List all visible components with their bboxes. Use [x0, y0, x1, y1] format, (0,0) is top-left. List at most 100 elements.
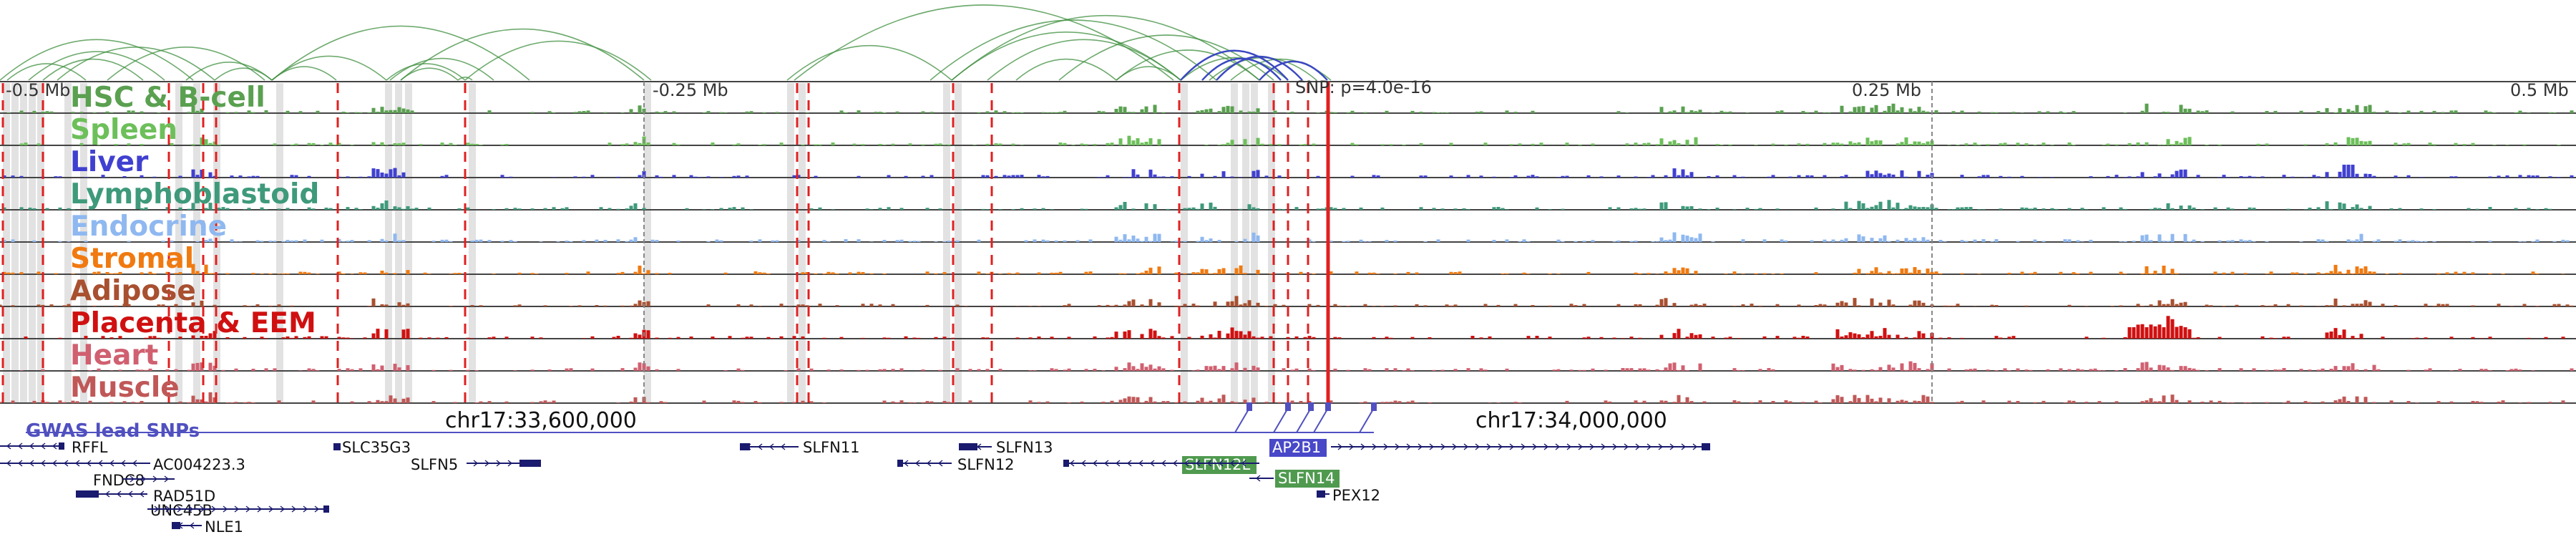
gene-highlight-slfn14 — [1275, 470, 1340, 488]
track-label-stromal: Stromal — [70, 243, 194, 275]
gene-exon — [740, 443, 750, 450]
strand-arrow — [1195, 460, 1201, 467]
strand-arrow — [1069, 460, 1075, 467]
track-label-hsc-b-cell: HSC & B-cell — [70, 82, 265, 114]
loop-arc — [28, 51, 165, 81]
gene-label-pex12: PEX12 — [1332, 487, 1380, 504]
loop-arc — [457, 77, 473, 81]
gene-exon — [76, 490, 99, 498]
highlight-band — [787, 83, 794, 404]
strand-arrow — [1486, 443, 1492, 450]
strand-arrow — [1463, 443, 1469, 450]
gene-exon — [1317, 490, 1325, 498]
strand-arrow — [211, 505, 217, 513]
scale-label-mid-left: -0.25 Mb — [653, 80, 728, 100]
highlight-band — [20, 83, 27, 404]
loop-arc — [386, 63, 466, 81]
gene-label-slfn11: SLFN11 — [803, 439, 860, 456]
strand-arrow — [139, 490, 145, 498]
gene-label-slfn5: SLFN5 — [411, 456, 458, 473]
strand-arrow — [1589, 443, 1595, 450]
loop-arc — [464, 40, 652, 81]
loop-arc — [1209, 57, 1317, 81]
strand-arrow — [1337, 443, 1343, 450]
strand-arrow — [1475, 443, 1480, 450]
highlight-band — [469, 83, 476, 404]
strand-arrow — [130, 475, 135, 483]
strand-arrow — [496, 460, 502, 467]
strand-arrow — [86, 460, 92, 467]
strand-arrow — [132, 460, 137, 467]
strand-arrow — [1149, 460, 1155, 467]
track-signal — [19, 135, 2561, 145]
scale-label-mid-right: 0.25 Mb — [1852, 80, 1921, 100]
gwas-snp-track: GWAS lead SNPs — [26, 402, 1377, 442]
highlight-band — [3, 83, 10, 404]
gene-label-slfn12: SLFN12 — [957, 456, 1015, 473]
scale-label-left: -0.5 Mb — [6, 80, 70, 100]
track-label-spleen: Spleen — [70, 114, 177, 146]
highlight-band — [644, 83, 651, 404]
strand-arrow — [1440, 443, 1446, 450]
snp-loop-arc — [1216, 55, 1303, 81]
strand-arrow — [1229, 460, 1235, 467]
strand-arrow — [1372, 443, 1377, 450]
gwas-leader — [1296, 407, 1312, 433]
highlight-band — [405, 83, 412, 404]
strand-arrow — [154, 505, 160, 513]
strand-arrow — [189, 522, 195, 529]
gene-exon — [897, 460, 903, 467]
gene-annotation-track: RFFL AC004223.3 FNDC8 RAD51D UNC45B NLE1… — [0, 439, 1710, 536]
track-label-endocrine: Endocrine — [70, 211, 227, 243]
strand-arrow — [17, 442, 23, 450]
loop-arc — [42, 58, 144, 81]
gwas-snp-marker — [1308, 402, 1314, 411]
gene-label-slc35g3: SLC35G3 — [342, 439, 411, 456]
track-label-heart: Heart — [70, 339, 158, 372]
gene-label-slfn14: SLFN14 — [1278, 470, 1335, 487]
gene-exon — [59, 442, 64, 450]
gwas-snp-marker — [1285, 402, 1291, 411]
gene-exon — [519, 460, 541, 467]
strand-arrow — [1406, 443, 1412, 450]
highlight-band — [1251, 83, 1258, 404]
strand-arrow — [1635, 443, 1641, 450]
loop-arc — [0, 39, 194, 81]
loop-arc — [214, 67, 273, 81]
strand-arrow — [1566, 443, 1572, 450]
strand-arrow — [188, 505, 194, 513]
strand-arrow — [74, 460, 80, 467]
strand-arrow — [120, 460, 126, 467]
accessibility-highlight-bands — [3, 83, 1275, 404]
highlight-band — [1231, 83, 1238, 404]
highlight-band — [193, 83, 200, 404]
gwas-leader — [1313, 407, 1329, 433]
strand-arrow — [29, 442, 34, 450]
strand-arrow — [1103, 460, 1109, 467]
strand-arrow — [291, 505, 297, 513]
track-signal — [2, 200, 2552, 210]
snp-pvalue-label: SNP: p=4.0e-16 — [1295, 77, 1432, 97]
track-label-lymphoblastoid: Lymphoblastoid — [70, 178, 319, 211]
highlight-band — [955, 83, 962, 404]
strand-arrow — [1115, 460, 1121, 467]
track-label-liver: Liver — [70, 146, 149, 178]
loop-arc — [1058, 34, 1274, 81]
strand-arrow — [165, 505, 171, 513]
gene-label-rad51d: RAD51D — [153, 488, 215, 505]
strand-arrow — [6, 442, 11, 450]
gene-exon — [172, 522, 180, 529]
strand-arrow — [1255, 475, 1261, 482]
strand-arrow — [164, 475, 170, 483]
gene-label-nle1: NLE1 — [205, 518, 243, 536]
strand-arrow — [6, 460, 11, 467]
highlight-band — [64, 83, 72, 404]
gene-exon — [959, 443, 977, 450]
strand-arrow — [507, 460, 513, 467]
strand-arrow — [937, 460, 943, 467]
loop-arc — [1180, 57, 1289, 81]
highlight-band — [1242, 83, 1249, 404]
coordinate-label-left: chr17:33,600,000 — [445, 408, 637, 433]
